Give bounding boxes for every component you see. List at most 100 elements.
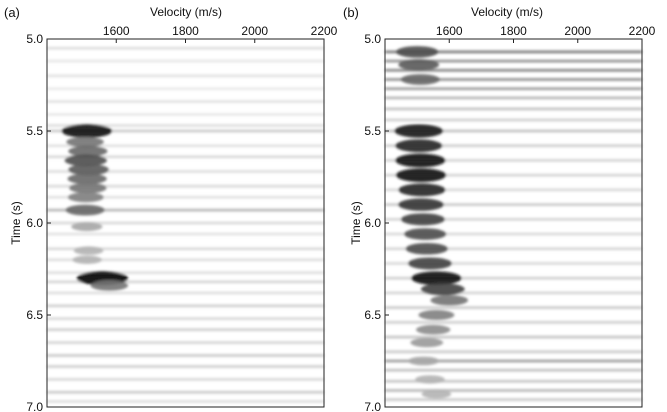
background-event-a-7 xyxy=(47,129,324,133)
semblance-peak-a-9 xyxy=(71,222,103,232)
background-event-a-24 xyxy=(47,341,324,344)
semblance-peak-b-16 xyxy=(418,310,455,320)
heatmap-a xyxy=(47,39,324,407)
background-event-a-5 xyxy=(47,113,324,116)
background-event-a-21 xyxy=(47,304,324,308)
y-tick-label-b-4: 7.0 xyxy=(364,400,381,412)
x-tick-label-b-2: 2000 xyxy=(564,24,591,38)
background-event-b-23 xyxy=(385,350,642,354)
y-axis-title-b: Time (s) xyxy=(349,201,363,245)
semblance-peak-b-2 xyxy=(400,74,440,85)
panel-label-a: (a) xyxy=(4,5,20,20)
background-event-a-3 xyxy=(47,87,324,91)
semblance-peak-a-6 xyxy=(69,182,107,194)
background-event-a-13 xyxy=(47,208,324,212)
background-event-a-19 xyxy=(47,280,324,284)
heatmap-b xyxy=(385,39,642,407)
semblance-peak-b-14 xyxy=(420,283,465,296)
x-tick-label-a-0: 1600 xyxy=(103,24,130,38)
semblance-peak-a-10 xyxy=(73,246,104,255)
background-event-a-8 xyxy=(47,144,324,148)
panel-b: (b) Velocity (m/s) Time (s) 1600 1800 2000… xyxy=(343,5,656,412)
background-event-a-28 xyxy=(47,390,324,394)
semblance-peak-b-6 xyxy=(395,168,447,182)
x-tick-label-b-3: 2200 xyxy=(629,24,656,38)
background-event-b-5 xyxy=(385,96,642,100)
background-event-b-27 xyxy=(385,389,642,392)
background-event-a-27 xyxy=(47,378,324,381)
background-event-b-14 xyxy=(385,217,642,221)
background-event-b-28 xyxy=(385,398,642,402)
background-event-a-15 xyxy=(47,232,324,236)
semblance-peak-b-1 xyxy=(398,59,440,71)
x-tick-label-a-3: 2200 xyxy=(311,24,338,38)
semblance-peak-b-0 xyxy=(395,46,439,58)
semblance-peak-a-1 xyxy=(66,136,104,148)
semblance-peak-b-12 xyxy=(407,257,452,270)
semblance-peak-b-17 xyxy=(415,324,451,335)
background-event-a-9 xyxy=(47,155,324,159)
background-event-a-18 xyxy=(47,271,324,275)
semblance-peak-b-20 xyxy=(415,375,445,384)
background-event-b-9 xyxy=(385,144,642,148)
semblance-peak-b-9 xyxy=(400,213,445,226)
background-event-a-6 xyxy=(47,124,324,127)
semblance-peak-b-19 xyxy=(407,356,440,366)
semblance-peak-b-5 xyxy=(395,153,446,168)
semblance-peak-b-18 xyxy=(410,338,444,348)
semblance-peak-a-11 xyxy=(72,255,102,264)
semblance-peak-b-15 xyxy=(430,295,469,306)
semblance-field-a xyxy=(47,46,324,403)
background-event-b-8 xyxy=(385,129,642,133)
background-event-a-0 xyxy=(47,46,324,50)
semblance-peak-a-4 xyxy=(68,164,109,176)
background-event-b-11 xyxy=(385,173,642,177)
semblance-peak-b-4 xyxy=(395,139,443,153)
background-event-a-26 xyxy=(47,365,324,368)
y-tick-label-a-4: 7.0 xyxy=(26,400,43,412)
semblance-peak-a-3 xyxy=(64,154,107,167)
panel-label-b: (b) xyxy=(343,5,359,20)
x-tick-label-b-0: 1600 xyxy=(436,24,463,38)
background-event-b-12 xyxy=(385,188,642,192)
background-event-a-4 xyxy=(47,100,324,103)
y-tick-label-b-1: 5.5 xyxy=(364,124,381,138)
background-event-b-26 xyxy=(385,379,642,383)
background-event-b-21 xyxy=(385,320,642,324)
background-event-b-3 xyxy=(385,78,642,81)
background-event-b-16 xyxy=(385,247,642,251)
semblance-peak-b-7 xyxy=(398,183,446,197)
x-tick-label-a-2: 2000 xyxy=(241,24,268,38)
semblance-peak-b-3 xyxy=(394,124,444,138)
background-event-b-10 xyxy=(385,159,642,162)
background-event-b-17 xyxy=(385,262,642,265)
background-event-a-17 xyxy=(47,258,324,262)
background-event-b-24 xyxy=(385,359,642,363)
background-event-b-13 xyxy=(385,203,642,206)
semblance-field-b xyxy=(385,46,642,402)
semblance-peak-a-7 xyxy=(67,192,104,203)
background-event-a-1 xyxy=(47,59,324,63)
semblance-peak-b-11 xyxy=(405,242,448,255)
semblance-peak-b-13 xyxy=(411,271,462,286)
background-event-b-4 xyxy=(385,87,642,91)
y-tick-label-a-2: 6.0 xyxy=(26,216,43,230)
semblance-peak-a-2 xyxy=(68,145,108,157)
background-event-b-15 xyxy=(385,232,642,236)
y-tick-label-a-1: 5.5 xyxy=(26,124,43,138)
semblance-peak-a-13 xyxy=(90,280,129,291)
background-event-a-23 xyxy=(47,328,324,332)
x-axis-title-a: Velocity (m/s) xyxy=(150,5,222,19)
background-event-b-19 xyxy=(385,291,642,295)
semblance-peak-b-8 xyxy=(398,198,444,211)
background-event-b-7 xyxy=(385,118,642,122)
semblance-peak-a-0 xyxy=(61,124,113,138)
background-event-a-14 xyxy=(47,221,324,225)
axes-a: 1600 1800 2000 2200 5.0 5.5 6.0 6.5 7.0 xyxy=(26,24,337,412)
x-tick-label-b-1: 1800 xyxy=(500,24,527,38)
panel-a: (a) Velocity (m/s) Time (s) 1600 1800 2000… xyxy=(4,5,338,412)
y-tick-label-b-0: 5.0 xyxy=(364,32,381,46)
semblance-peak-b-10 xyxy=(403,228,447,240)
background-event-a-22 xyxy=(47,317,324,321)
